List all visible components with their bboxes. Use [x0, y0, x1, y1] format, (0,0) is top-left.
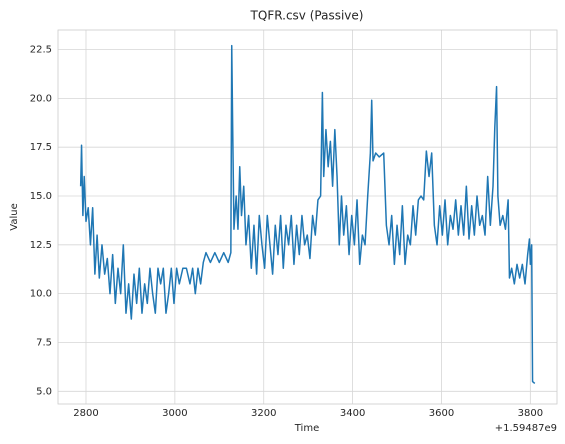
- data-line: [79, 44, 536, 385]
- x-axis-label: Time: [294, 423, 319, 434]
- y-tick-label: 15.0: [30, 191, 52, 202]
- y-tick-label: 7.5: [36, 337, 52, 348]
- chart-title: TQFR.csv (Passive): [250, 9, 364, 23]
- y-tick-label: 17.5: [30, 142, 52, 153]
- x-tick-label: 3600: [429, 408, 454, 419]
- y-axis-label: Value: [9, 203, 20, 230]
- x-offset-label: +1.59487e9: [495, 423, 557, 434]
- axes-frame: [57, 29, 558, 405]
- y-tick-label: 22.5: [30, 45, 52, 56]
- x-tick-label: 3800: [518, 408, 543, 419]
- y-tick-label: 12.5: [30, 240, 52, 251]
- x-tick-label: 3400: [340, 408, 365, 419]
- y-tick-label: 10.0: [30, 289, 52, 300]
- x-tick-label: 2800: [73, 408, 98, 419]
- x-tick-label: 3200: [251, 408, 276, 419]
- y-tick-label: 5.0: [36, 386, 52, 397]
- y-tick-label: 20.0: [30, 93, 52, 104]
- x-tick-label: 3000: [162, 408, 187, 419]
